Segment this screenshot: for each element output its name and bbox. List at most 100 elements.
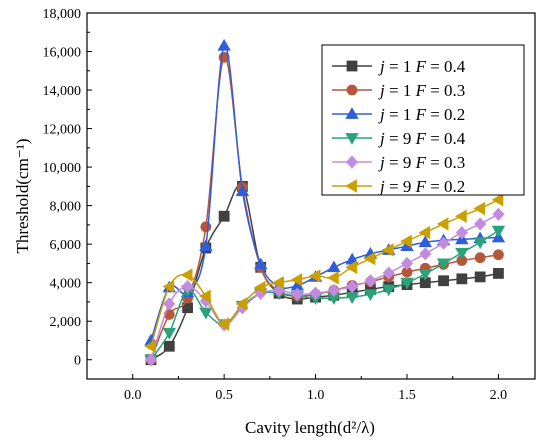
legend-label-part: = 9	[385, 153, 416, 172]
legend-label-part: = 0.4	[426, 129, 466, 148]
data-point	[327, 260, 341, 273]
data-point	[363, 251, 376, 266]
legend-label-part: = 0.3	[426, 81, 465, 100]
y-tick-label: 6,000	[50, 238, 82, 253]
data-point	[217, 38, 231, 51]
data-point	[199, 307, 213, 320]
y-tick-label: 12,000	[43, 123, 82, 138]
data-point	[144, 339, 156, 353]
y-tick-label: 16,000	[43, 46, 82, 61]
data-point	[473, 237, 487, 250]
data-point	[291, 287, 304, 301]
legend-label-part: F	[415, 129, 427, 148]
legend-label: j = 1 F = 0.2	[378, 105, 465, 124]
data-point	[418, 269, 432, 281]
data-point	[493, 249, 504, 261]
data-point	[419, 247, 432, 261]
data-point	[199, 289, 211, 303]
data-point	[400, 234, 412, 248]
data-point	[309, 286, 322, 300]
legend-label-part: F	[415, 105, 427, 124]
legend-label: j = 9 F = 0.4	[378, 129, 466, 148]
x-tick-label: 1.5	[398, 388, 416, 403]
legend-marker	[345, 179, 357, 193]
data-point	[163, 340, 175, 352]
data-point	[163, 297, 176, 311]
legend-label-part: j	[378, 177, 385, 196]
legend-item: j = 1 F = 0.2	[332, 105, 465, 124]
data-point	[253, 280, 266, 295]
data-point	[492, 207, 505, 221]
legend-label-part: = 1	[385, 57, 416, 76]
legend-item: j = 9 F = 0.4	[332, 129, 466, 148]
data-point	[180, 268, 193, 282]
x-axis-title: Cavity length(d²/λ)	[245, 418, 375, 437]
y-tick-label: 14,000	[43, 84, 82, 99]
legend-marker	[345, 107, 359, 119]
data-point	[473, 201, 486, 216]
axis-ticks: 0.0 0.5 1.0 1.5 2.0 0 2,000 4,000 6,000 8,000 10,0…	[43, 7, 508, 403]
legend-label-part: F	[415, 177, 427, 196]
data-point	[455, 209, 467, 223]
data-point	[474, 217, 487, 231]
legend-label-part: j	[378, 105, 385, 124]
legend-label-part: F	[415, 57, 427, 76]
series-layer	[144, 38, 506, 367]
x-tick-label: 0.5	[215, 388, 233, 403]
y-axis-title: Threshold(cm⁻¹)	[13, 138, 32, 253]
y-tick-label: 4,000	[50, 277, 82, 292]
x-tick-label: 2.0	[490, 388, 508, 403]
data-point	[181, 279, 194, 294]
legend-label: j = 1 F = 0.3	[378, 81, 465, 100]
data-point	[327, 283, 340, 297]
legend-label-part: = 1	[385, 81, 416, 100]
legend-item: j = 9 F = 0.2	[332, 177, 465, 196]
y-tick-label: 0	[74, 354, 81, 369]
data-point	[200, 221, 212, 233]
data-point	[199, 239, 213, 251]
plot-frame	[86, 12, 536, 380]
data-point	[308, 269, 321, 283]
data-point	[162, 279, 175, 294]
y-tick-label: 18,000	[43, 7, 82, 22]
legend-item: j = 9 F = 0.3	[332, 153, 465, 172]
legend-label-part: = 1	[385, 105, 416, 124]
legend-label: j = 1 F = 0.4	[378, 57, 466, 76]
data-point	[254, 257, 268, 270]
data-point	[436, 217, 449, 231]
data-point	[418, 225, 431, 240]
data-point	[455, 226, 468, 240]
data-point	[418, 235, 432, 248]
legend-label-part: j	[378, 81, 385, 100]
legend-label-part: = 0.2	[426, 177, 465, 196]
legend-marker	[346, 60, 358, 72]
legend-label-part: j	[378, 129, 385, 148]
legend-label-part: = 9	[385, 129, 416, 148]
legend-label-part: = 0.4	[426, 57, 466, 76]
y-tick-label: 10,000	[43, 161, 82, 176]
y-tick-label: 8,000	[50, 200, 82, 215]
data-point	[456, 273, 468, 285]
legend-marker	[345, 133, 359, 145]
data-point	[491, 225, 506, 238]
data-point	[327, 271, 339, 285]
legend-marker	[345, 155, 359, 169]
series-6	[144, 193, 504, 353]
data-point	[474, 271, 486, 283]
legend-label-part: = 0.2	[426, 105, 465, 124]
data-point	[364, 274, 377, 288]
data-point	[363, 289, 378, 302]
legend-label-part: = 0.3	[426, 153, 465, 172]
data-point	[345, 260, 358, 274]
legend-label-part: = 9	[385, 177, 416, 196]
legend-label-part: F	[415, 81, 427, 100]
x-tick-label: 0.0	[124, 388, 142, 403]
legend-label-part: F	[415, 153, 427, 172]
data-point	[218, 210, 230, 222]
legend-label-part: j	[378, 153, 385, 172]
series-line	[150, 213, 499, 360]
data-point	[437, 236, 450, 250]
data-point	[144, 353, 158, 367]
legend-label: j = 9 F = 0.3	[378, 153, 465, 172]
